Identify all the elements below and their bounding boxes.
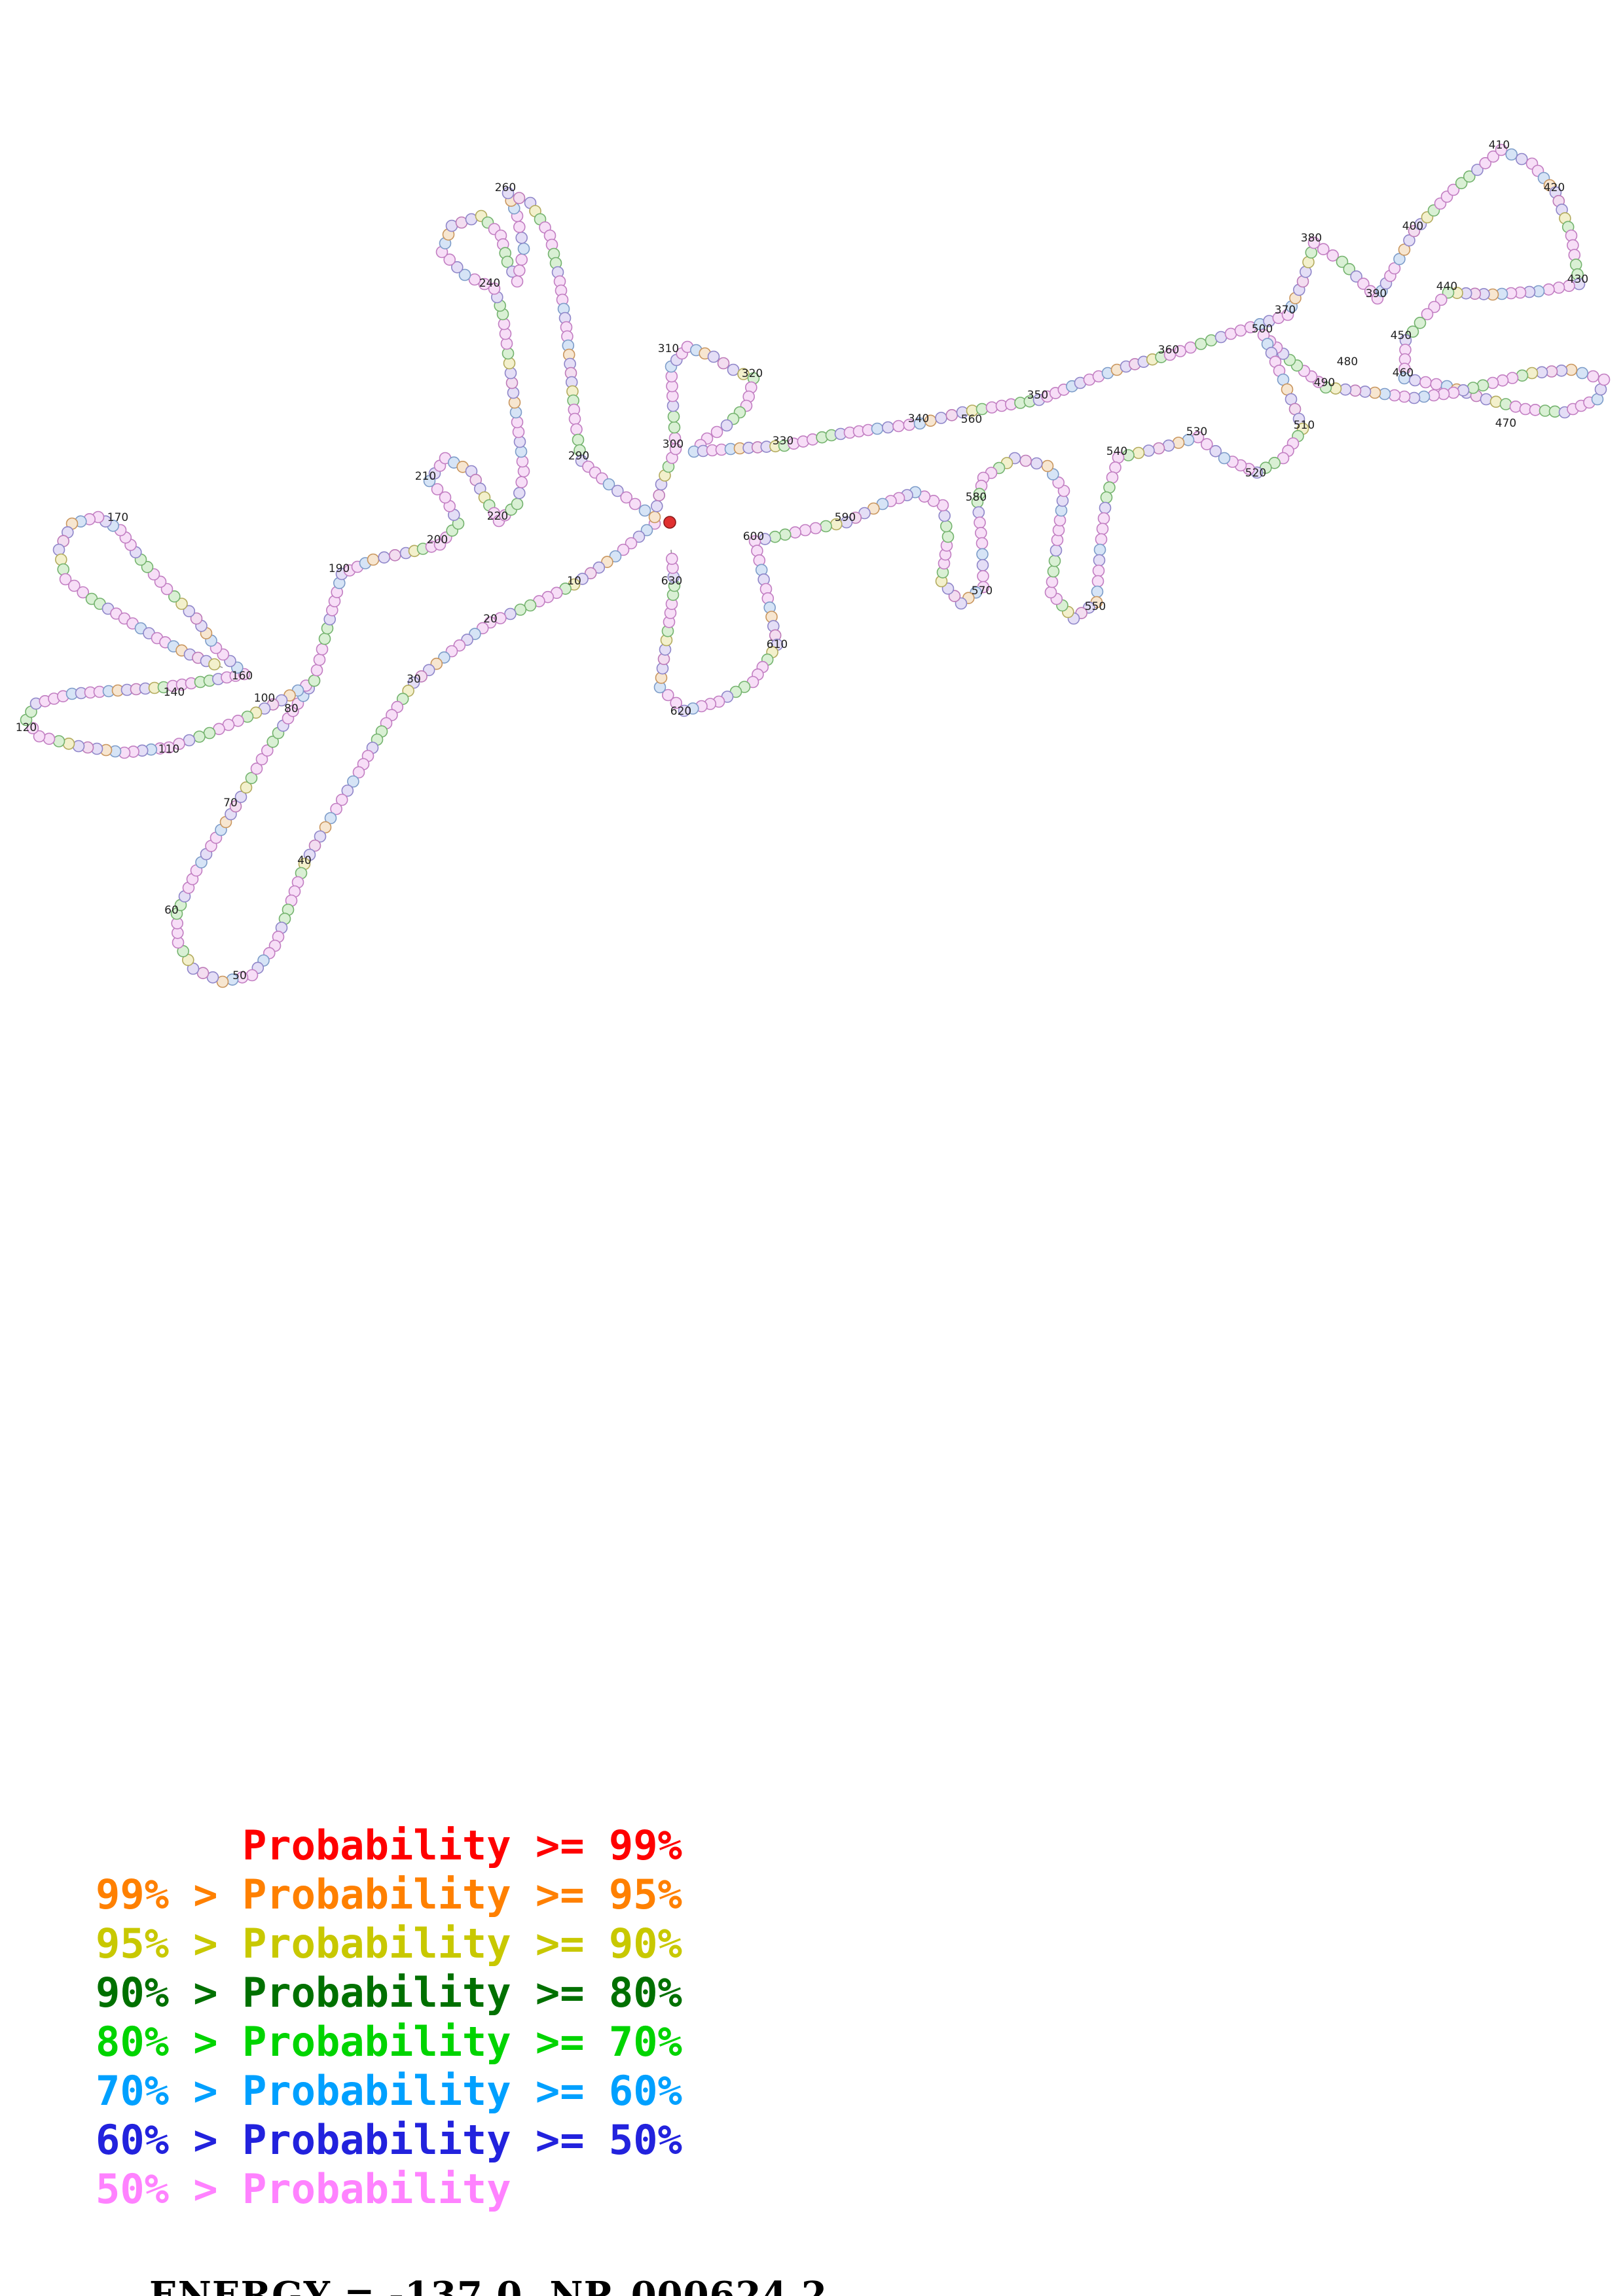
position-label: 380 [1301, 232, 1322, 245]
position-label: 30 [407, 673, 421, 686]
position-label: 590 [835, 511, 856, 524]
position-label: 200 [427, 533, 448, 547]
position-label: 260 [495, 181, 516, 194]
backbone [26, 149, 1605, 982]
position-label: 290 [568, 450, 589, 463]
position-label: 240 [479, 277, 500, 290]
position-label: 170 [107, 511, 128, 524]
position-label: 190 [329, 562, 350, 575]
position-label: 480 [1337, 355, 1358, 368]
position-label: 210 [415, 470, 436, 483]
nucleotides [20, 143, 1611, 988]
legend-item: 60% > Probability >= 50% [96, 2116, 682, 2164]
legend-item: 95% > Probability >= 90% [96, 1920, 682, 1967]
legend-item: 50% > Probability [96, 2165, 511, 2213]
position-label: 400 [1402, 220, 1423, 233]
start-marker [663, 516, 676, 529]
position-label: 520 [1245, 467, 1266, 480]
position-label: 410 [1489, 139, 1510, 152]
position-label: 20 [483, 613, 498, 626]
position-label: 70 [223, 797, 238, 810]
position-label: 370 [1275, 304, 1296, 317]
position-label: 560 [961, 413, 982, 426]
position-label: 430 [1567, 273, 1588, 286]
position-label: 600 [743, 530, 764, 543]
position-label: 220 [487, 510, 508, 523]
legend-item: 90% > Probability >= 80% [96, 1969, 682, 2017]
position-label: 360 [1158, 344, 1179, 357]
position-label: 50 [232, 969, 247, 982]
position-label: 300 [663, 438, 684, 451]
energy-line: ENERGY = -137.0 NP_000624.2 [96, 2231, 828, 2296]
position-label: 60 [164, 904, 179, 917]
position-label: 500 [1252, 323, 1273, 336]
legend-item: Probability >= 99% [96, 1821, 682, 1869]
position-label: 510 [1294, 419, 1315, 432]
position-label: 110 [158, 743, 179, 756]
position-label: 530 [1186, 425, 1207, 439]
position-label: 450 [1391, 329, 1412, 342]
energy-gap [522, 2274, 549, 2296]
position-label: 470 [1495, 417, 1516, 430]
position-label: 540 [1106, 445, 1127, 458]
position-label: 40 [297, 854, 312, 867]
position-labels: 10 20 30 40 50 60 70 80 100 110 120 140 160 170 190 200… [16, 139, 1588, 982]
position-label: 440 [1436, 280, 1457, 293]
position-label: 320 [742, 367, 763, 380]
position-label: 140 [164, 686, 185, 699]
position-label: 100 [254, 692, 275, 705]
position-label: 340 [908, 412, 929, 425]
position-label: 420 [1544, 181, 1565, 194]
position-label: 610 [767, 638, 788, 651]
position-label: 10 [567, 575, 581, 588]
legend-item: 99% > Probability >= 95% [96, 1871, 682, 1918]
legend-item: 70% > Probability >= 60% [96, 2067, 682, 2115]
position-label: 310 [658, 342, 679, 355]
energy-value: ENERGY = -137.0 [149, 2274, 523, 2296]
position-label: 120 [16, 721, 37, 734]
accession-label: NP_000624.2 [549, 2274, 828, 2296]
position-label: 490 [1314, 376, 1335, 389]
position-label: 350 [1027, 389, 1048, 402]
position-label: 570 [972, 584, 993, 598]
legend-item: 80% > Probability >= 70% [96, 2018, 682, 2066]
position-label: 580 [966, 491, 987, 504]
position-label: 80 [284, 702, 299, 715]
position-label: 330 [773, 435, 793, 448]
position-label: 160 [232, 670, 253, 683]
probability-legend: Probability >= 99% 99% > Probability >= 9… [96, 1821, 682, 2214]
position-label: 550 [1085, 600, 1106, 613]
position-label: 390 [1366, 287, 1387, 300]
position-label: 460 [1393, 367, 1413, 380]
position-label: 630 [661, 575, 682, 588]
position-label: 620 [670, 705, 691, 718]
